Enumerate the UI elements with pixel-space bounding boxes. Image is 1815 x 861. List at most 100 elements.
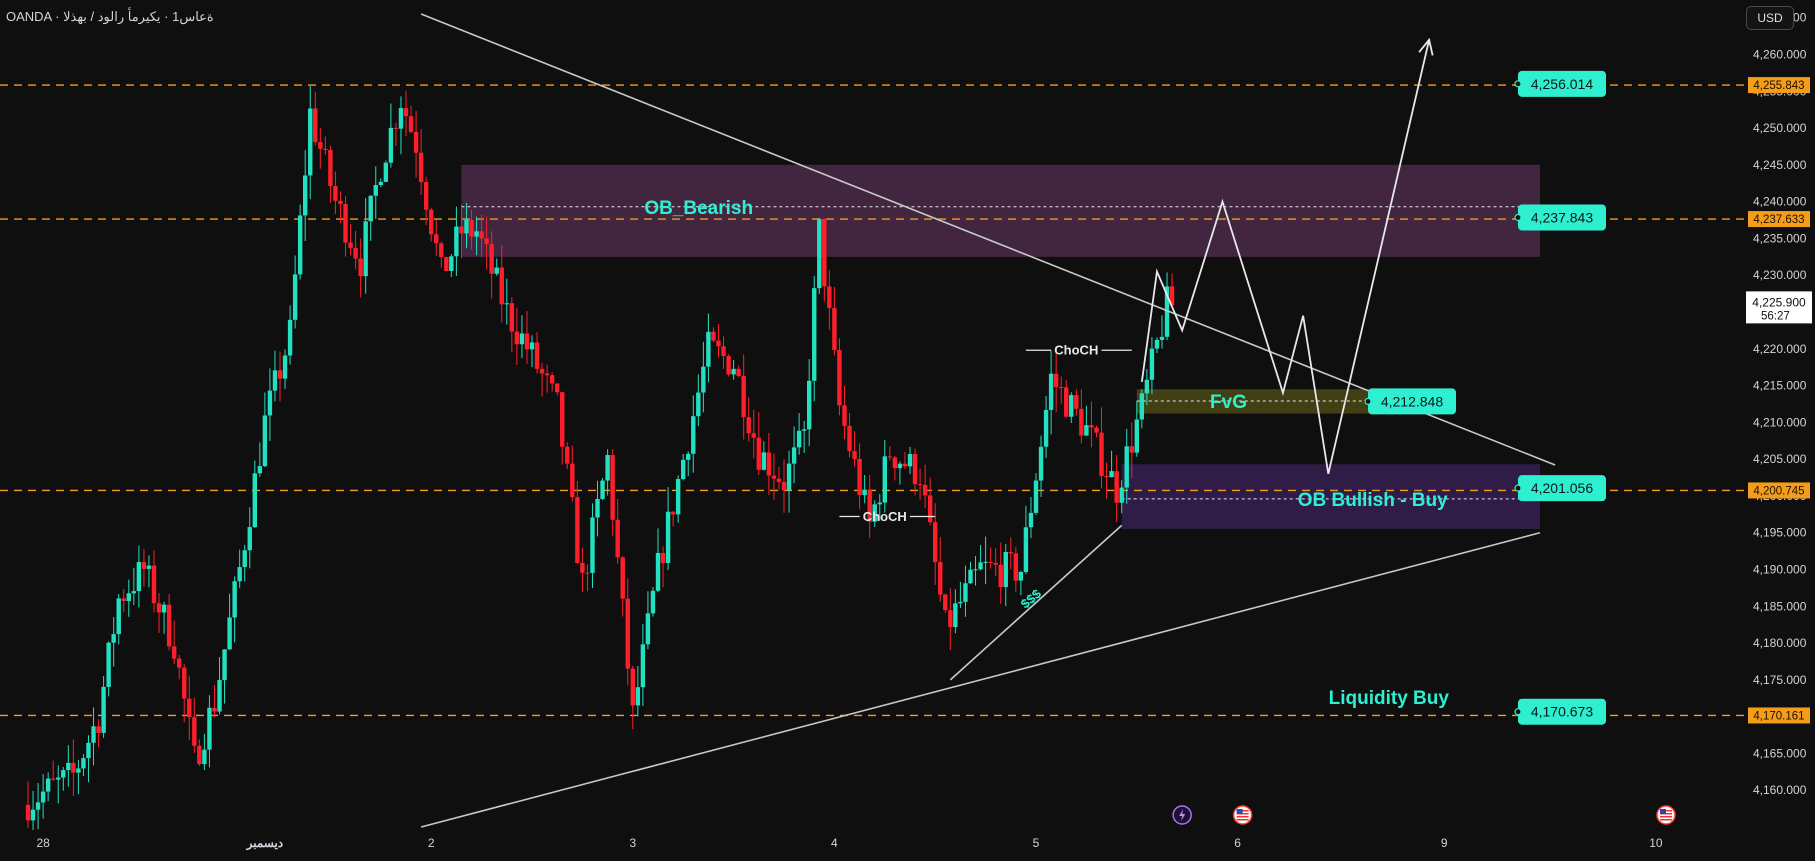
candle-body	[912, 453, 918, 485]
candle-body	[1013, 553, 1019, 581]
candle-body	[827, 286, 832, 308]
candle-body	[1048, 373, 1054, 410]
candle-body	[534, 342, 540, 369]
candle-body	[524, 333, 530, 350]
candle-body	[479, 231, 484, 239]
candle-body	[1094, 427, 1099, 433]
candle-body	[1109, 471, 1114, 478]
candle-body	[182, 667, 187, 699]
level-pill[interactable]: 4,212.848	[1364, 388, 1456, 415]
projection-path[interactable]	[1140, 39, 1430, 475]
candle-body	[746, 417, 751, 434]
candle-body	[872, 504, 877, 522]
candle-body	[363, 221, 368, 277]
candle-body	[640, 644, 646, 688]
candle-body	[156, 603, 162, 613]
level-pill-bg	[1518, 70, 1606, 97]
candle-body	[1018, 571, 1024, 581]
trend-line[interactable]	[420, 13, 1556, 466]
us-flag-icon[interactable]	[1232, 805, 1253, 825]
candle-body	[514, 331, 520, 345]
candle-body	[217, 680, 222, 712]
candle-body	[141, 562, 147, 569]
candle-body	[383, 162, 389, 182]
level-pill[interactable]: 4,201.056	[1514, 475, 1606, 502]
level-pill-text: 4,212.848	[1381, 393, 1443, 409]
currency-button[interactable]: USD	[1746, 6, 1794, 30]
candle-body	[927, 495, 933, 523]
candle-body	[56, 777, 61, 780]
candle-body	[575, 497, 580, 563]
candle-body	[106, 642, 111, 687]
zone-label: FvG	[1210, 392, 1247, 413]
arrow-head-icon	[1418, 37, 1434, 56]
candle-body	[711, 331, 716, 341]
candle-body	[398, 108, 404, 129]
candle-body	[51, 778, 56, 780]
price-line-tag	[1748, 211, 1810, 228]
candle-body	[328, 149, 333, 186]
time-tick-label: 9	[1441, 836, 1448, 850]
zone-bullish[interactable]	[1121, 464, 1540, 530]
candle-body	[212, 707, 217, 712]
candle-body	[1074, 395, 1079, 409]
zone-bearish[interactable]	[461, 164, 1541, 257]
candle-body	[1003, 551, 1008, 588]
time-tick-label: 3	[629, 836, 636, 850]
candle-body	[842, 405, 847, 426]
candle-body	[454, 226, 459, 257]
level-pill-text: 4,237.843	[1531, 210, 1593, 226]
level-pill[interactable]: 4,170.673	[1514, 698, 1606, 725]
symbol-title: OANDA · ةعاس1 · يكيرمأ رالود / بهذلا	[6, 9, 214, 24]
candle-body	[61, 770, 66, 778]
candle-body	[434, 234, 439, 244]
candle-body	[297, 215, 303, 275]
candle-body	[867, 489, 872, 522]
candle-body	[192, 717, 197, 746]
candle-body	[464, 220, 469, 234]
candle-body	[701, 366, 706, 393]
candle-body	[620, 557, 625, 599]
level-pill[interactable]: 4,237.843	[1514, 204, 1606, 231]
candle-body	[565, 446, 570, 464]
candle-body	[1038, 446, 1044, 481]
candle-body	[595, 498, 600, 518]
candle-body	[272, 370, 278, 391]
level-anchor-dot	[1514, 213, 1522, 222]
trend-line[interactable]	[949, 524, 1123, 681]
candle-body	[121, 598, 126, 602]
candle-body	[882, 456, 887, 503]
candle-body	[1069, 395, 1074, 417]
price-axis[interactable]: 4,160.0004,165.0004,170.0004,175.0004,18…	[1744, 0, 1815, 856]
price-tick-label: 4,240.000	[1753, 195, 1807, 209]
candle-body	[333, 185, 338, 201]
candle-body	[1159, 336, 1165, 340]
trend-line[interactable]	[420, 531, 1541, 828]
candle-body	[605, 454, 610, 481]
candle-body	[282, 355, 288, 379]
candle-body	[852, 451, 857, 460]
level-pill[interactable]: 4,256.014	[1514, 70, 1606, 97]
candle-body	[766, 452, 772, 476]
candle-body	[655, 552, 661, 591]
candle-body	[323, 148, 328, 150]
lightning-icon[interactable]	[1172, 805, 1192, 825]
price-line-tag-text: 4,170.161	[1753, 710, 1804, 722]
candle-body	[126, 593, 131, 602]
us-flag-icon[interactable]	[1656, 805, 1676, 825]
candle-body	[1008, 551, 1013, 554]
zone-label: OB_Bearish	[644, 198, 753, 219]
candle-body	[973, 569, 978, 571]
time-axis[interactable]: 28 ديسمبر 2 3 4 5 6 9 10	[0, 830, 1815, 856]
price-tick-label: 4,245.000	[1753, 158, 1807, 172]
candle-body	[45, 778, 51, 792]
candle-body	[303, 175, 308, 216]
candle-body	[907, 453, 913, 467]
zone-label: OB Bullish - Buy	[1298, 490, 1448, 511]
candle-body	[96, 726, 101, 733]
candle-body	[847, 425, 852, 452]
candle-body	[645, 613, 651, 645]
